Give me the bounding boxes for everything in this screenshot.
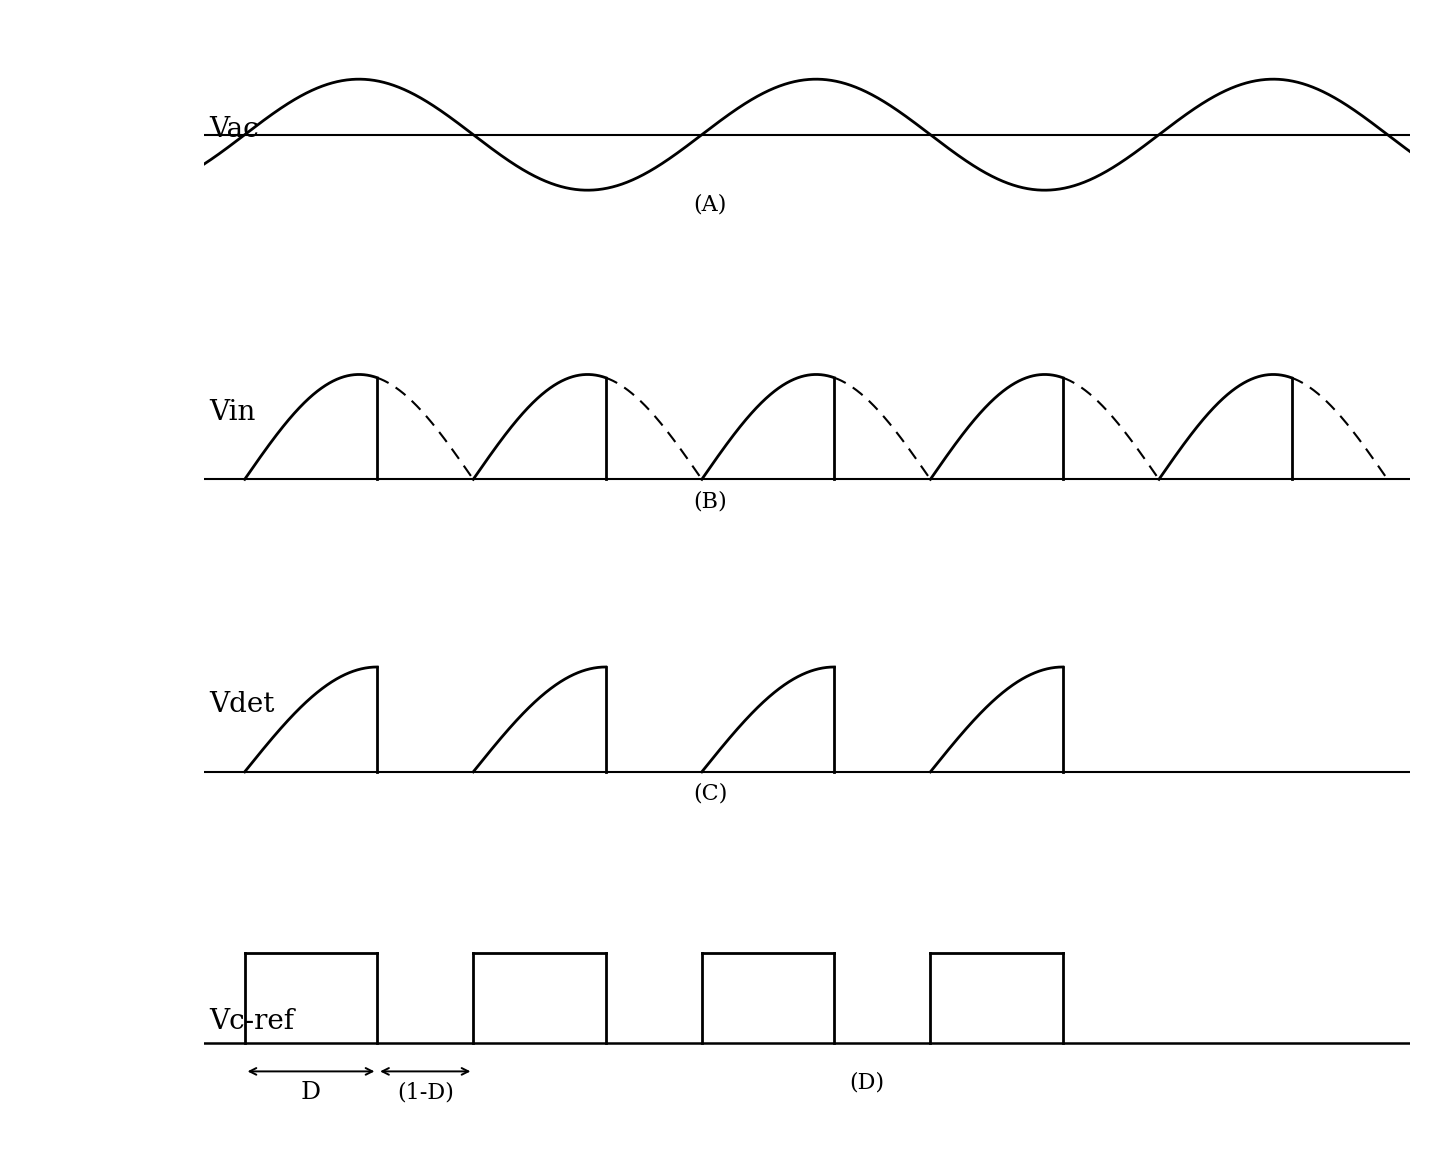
Text: Vc-ref: Vc-ref: [209, 1008, 295, 1035]
Text: D: D: [301, 1081, 321, 1105]
Text: (B): (B): [694, 490, 727, 512]
Text: Vdet: Vdet: [209, 691, 275, 719]
Text: (D): (D): [849, 1072, 885, 1093]
Text: (1-D): (1-D): [397, 1081, 454, 1103]
Text: (C): (C): [694, 782, 727, 804]
Text: Vin: Vin: [209, 399, 256, 425]
Text: (A): (A): [694, 194, 727, 216]
Text: Vac: Vac: [209, 116, 259, 143]
